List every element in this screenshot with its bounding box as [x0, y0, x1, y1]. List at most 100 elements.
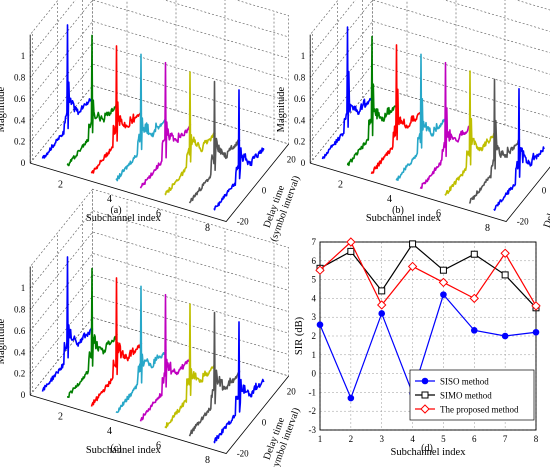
- x-tick-label: 1: [318, 434, 323, 444]
- back-wall: [372, 0, 550, 139]
- panel-caption: (a): [110, 205, 121, 216]
- legend-label: SIMO method: [440, 391, 492, 401]
- y-tick-label: -2: [309, 406, 317, 416]
- data-point: [501, 271, 509, 279]
- z-tick-label: 0: [21, 158, 26, 168]
- y-tick-label: 2: [312, 331, 317, 341]
- x-tick-label: 7: [503, 434, 508, 444]
- y-tick-label: 7: [312, 237, 317, 247]
- z-gridline: [309, 0, 550, 57]
- x-tick-label: 6: [156, 209, 161, 220]
- x-tick-label: 6: [472, 434, 477, 444]
- data-point: [501, 332, 509, 340]
- x-axis-label: Subchannel index: [86, 213, 162, 224]
- z-tick-label: 0.4: [14, 115, 26, 125]
- y-tick-label: 3: [312, 312, 317, 322]
- series-line-subchannel-5: [139, 61, 192, 189]
- y-tick-label: -20: [517, 216, 529, 226]
- z-gridline: [309, 85, 550, 164]
- y-tick-label: 6: [312, 256, 317, 266]
- y-axis-label: SIR (dB): [294, 316, 305, 355]
- y-tick-label: -20: [237, 448, 249, 458]
- x-tick-label: 8: [485, 223, 490, 234]
- series-line-subchannel-2: [346, 35, 398, 167]
- y-tick-label: 1: [312, 350, 317, 360]
- y-tick-label: 20: [287, 154, 297, 164]
- series-line-subchannel-5: [419, 61, 472, 190]
- data-point: [532, 328, 540, 336]
- z-tick-label: 0.8: [14, 304, 26, 314]
- series-line-subchannel-7: [188, 80, 241, 204]
- z-tick-label: 0.2: [294, 137, 305, 147]
- panel-caption: (b): [392, 205, 404, 216]
- y-tick-label: -20: [237, 216, 249, 226]
- y-tick-label: 0: [542, 185, 547, 195]
- z-tick-label: 0.2: [14, 369, 25, 379]
- z-tick-label: 0.8: [294, 72, 306, 82]
- z-tick-label: 1: [21, 283, 26, 293]
- series-line: [319, 242, 537, 309]
- x-axis-label: Subchannel index: [391, 447, 467, 458]
- y-tick-label: 0: [262, 417, 267, 427]
- data-point: [346, 237, 356, 247]
- floor-edge: [30, 375, 290, 454]
- data-point: [347, 247, 355, 255]
- series-line-subchannel-6: [164, 303, 216, 429]
- data-point: [347, 394, 355, 402]
- data-point: [420, 404, 430, 414]
- z-gridline: [29, 317, 289, 396]
- line-chart-panel: -3 -2 -1 0 1 2 3 4 5 6 7 1 2 3 4 5 6 7 8 Subchannel index SI…: [294, 237, 541, 458]
- series-line-subchannel-4: [115, 285, 167, 414]
- data-point: [470, 327, 478, 334]
- x-tick-label: 2: [58, 179, 63, 190]
- data-point: [469, 293, 479, 304]
- x-tick-label: 5: [441, 434, 446, 444]
- x-tick-label: 2: [338, 179, 343, 190]
- x-tick-label: 8: [205, 223, 210, 234]
- z-gridline: [29, 274, 289, 353]
- data-point: [470, 250, 478, 258]
- z-gridline: [29, 42, 289, 121]
- z-gridline: [309, 21, 550, 100]
- z-tick-label: 0: [21, 390, 26, 400]
- series-line-subchannel-2: [66, 34, 118, 167]
- z-gridline: [29, 63, 289, 142]
- z-gridline: [29, 0, 289, 57]
- y-tick-label: 5: [312, 275, 317, 285]
- z-tick-label: 0.6: [14, 94, 26, 104]
- series-line-subchannel-3: [90, 277, 143, 407]
- series-line-subchannel-8: [213, 89, 265, 211]
- x-tick-label: 6: [156, 441, 161, 452]
- x-tick-label: 8: [205, 455, 210, 466]
- series-2: [315, 237, 541, 311]
- data-point: [378, 310, 386, 317]
- data-point: [438, 277, 449, 288]
- z-gridline: [309, 42, 550, 121]
- z-tick-label: 0: [301, 158, 306, 168]
- z-gridline: [29, 295, 289, 374]
- z-gridline: [309, 63, 550, 142]
- series-line-subchannel-6: [444, 70, 496, 196]
- data-point: [500, 248, 510, 258]
- series-line-subchannel-3: [370, 44, 422, 175]
- x-tick-label: 6: [436, 209, 441, 220]
- y-tick-label: 0: [312, 369, 317, 379]
- back-wall: [92, 0, 290, 145]
- z-tick-label: 0.4: [14, 347, 26, 357]
- series-line-subchannel-1: [321, 26, 374, 160]
- series-line-subchannel-8: [493, 88, 545, 211]
- z-tick-label: 0.6: [14, 326, 26, 336]
- series-line-subchannel-6: [164, 71, 216, 196]
- z-axis-label: Magnitude: [0, 318, 7, 364]
- series-line-subchannel-3: [90, 45, 143, 174]
- z-tick-label: 0.8: [14, 72, 26, 82]
- data-point: [439, 266, 447, 274]
- z-tick-label: 0.4: [294, 115, 306, 125]
- x-tick-label: 8: [534, 434, 539, 444]
- series-line-subchannel-4: [115, 53, 167, 182]
- x-tick-label: 3: [379, 434, 384, 444]
- legend-label: The proposed method: [440, 405, 519, 415]
- floor-edge: [30, 143, 290, 222]
- y-tick-label: 4: [312, 293, 317, 303]
